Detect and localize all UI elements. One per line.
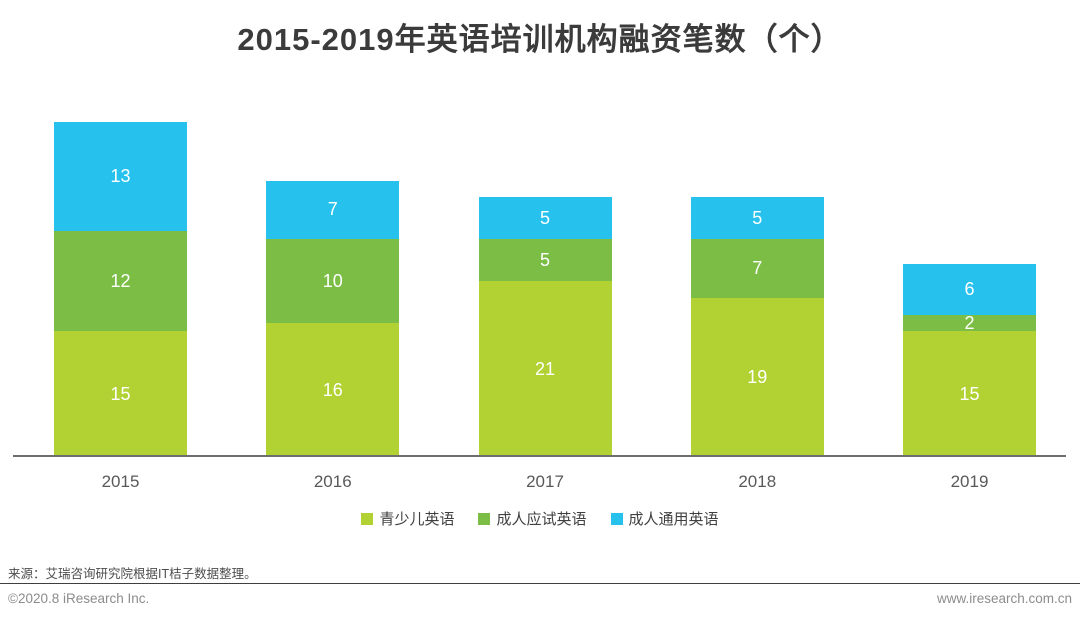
bar-value-label: 5 [752,207,763,228]
footer-row: ©2020.8 iResearch Inc. www.iresearch.com… [8,591,1072,606]
bar-value-label: 13 [110,165,131,186]
legend-label: 成人通用英语 [628,511,719,528]
bar-segment: 15 [54,331,187,457]
bar-segment: 5 [690,197,824,240]
footer-divider [0,583,1080,584]
legend-label: 成人应试英语 [496,511,587,528]
bar-value-label: 10 [322,270,343,291]
legend-swatch-icon [610,512,623,525]
x-axis-labels: 2015 2016 2017 2018 2019 [54,472,1036,492]
legend-item: 成人通用英语 [610,508,719,529]
x-axis-label: 2019 [950,472,989,491]
bar-value-label: 2 [964,312,975,333]
bar-segment: 10 [266,239,400,323]
bar-value-label: 7 [752,258,763,279]
x-axis-label: 2016 [313,472,352,491]
bar-value-label: 6 [964,279,975,299]
bar-2019: 15 2 6 [903,264,1036,457]
bar-value-label: 16 [322,379,343,400]
bar-segment: 19 [690,297,824,457]
chart-title: 2015-2019年英语培训机构融资笔数（个） [237,22,843,57]
bar-2018: 19 7 5 [690,197,824,457]
bar-value-label: 7 [327,199,338,220]
bar-segment: 7 [266,180,400,240]
bar-segment: 2 [903,312,1036,333]
bar-segment: 13 [54,122,187,231]
legend-label: 青少儿英语 [379,511,455,528]
x-axis-label: 2015 [101,472,140,491]
bar-segment: 6 [903,264,1036,315]
legend: 青少儿英语 成人应试英语 成人通用英语 [0,508,1080,529]
plot-area: 15 12 13 16 10 7 21 5 5 19 7 5 15 2 6 [54,120,1036,457]
source-note: 来源：艾瑞咨询研究院根据IT桔子数据整理。 [8,567,257,581]
legend-swatch-icon [361,512,374,525]
legend-item: 成人应试英语 [478,508,587,529]
x-axis-label: 2017 [526,472,564,491]
bar-value-label: 19 [747,366,768,387]
bar-value-label: 12 [110,270,131,291]
bar-segment: 21 [478,281,612,457]
bar-2017: 21 5 5 [478,197,612,457]
bar-value-label: 15 [110,383,131,404]
bar-segment: 5 [478,197,612,240]
bar-value-label: 5 [539,249,550,270]
x-axis-line [13,455,1066,457]
bar-value-label: 21 [534,358,556,379]
bar-value-label: 15 [959,383,980,404]
copyright-text: ©2020.8 iResearch Inc. [8,591,150,606]
website-link[interactable]: www.iresearch.com.cn [936,591,1072,606]
bar-segment: 7 [690,239,824,298]
bar-segment: 15 [903,331,1036,457]
bar-2016: 16 10 7 [266,180,400,457]
bar-segment: 12 [54,230,187,332]
bar-segment: 5 [478,239,612,282]
bar-segment: 16 [266,323,400,457]
legend-item: 青少儿英语 [361,508,454,529]
bar-2015: 15 12 13 [54,122,187,457]
bar-value-label: 5 [539,207,550,228]
legend-swatch-icon [478,512,491,525]
x-axis-label: 2018 [738,472,777,491]
